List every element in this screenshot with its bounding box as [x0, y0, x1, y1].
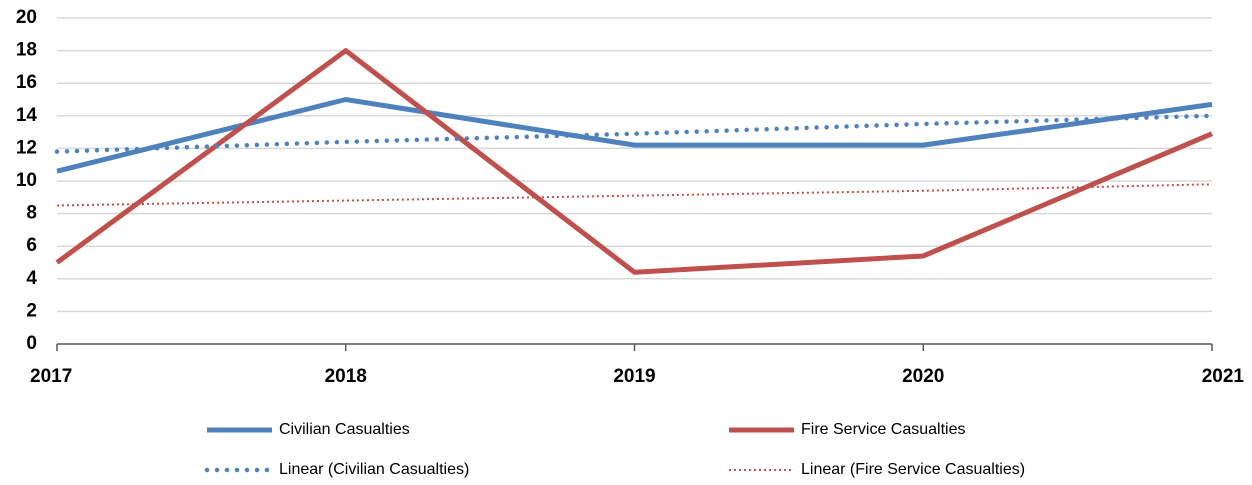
y-tick-label: 12: [16, 137, 37, 158]
y-tick-label: 4: [26, 268, 37, 289]
x-tick-label: 2017: [30, 366, 72, 387]
y-tick-label: 0: [26, 333, 37, 354]
legend-label: Fire Service Casualties: [801, 421, 966, 438]
y-tick-label: 16: [16, 72, 37, 93]
legend-label: Civilian Casualties: [279, 421, 410, 438]
x-tick-label: 2020: [902, 366, 944, 387]
series-line: [54, 113, 1215, 154]
y-tick-label: 14: [16, 105, 38, 126]
y-tick-label: 18: [16, 40, 37, 61]
y-tick-label: 10: [16, 170, 37, 191]
y-tick-label: 2: [26, 300, 37, 321]
legend-label: Linear (Fire Service Casualties): [801, 461, 1025, 478]
y-tick-label: 20: [16, 7, 37, 28]
x-tick-label: 2021: [1202, 366, 1245, 387]
y-tick-label: 8: [26, 203, 37, 224]
x-tick-label: 2018: [325, 366, 367, 387]
legend-label: Linear (Civilian Casualties): [279, 461, 469, 478]
series-line: [55, 48, 1213, 275]
x-tick-label: 2019: [613, 366, 655, 387]
y-tick-label: 6: [26, 235, 37, 256]
series-line: [56, 183, 1213, 207]
